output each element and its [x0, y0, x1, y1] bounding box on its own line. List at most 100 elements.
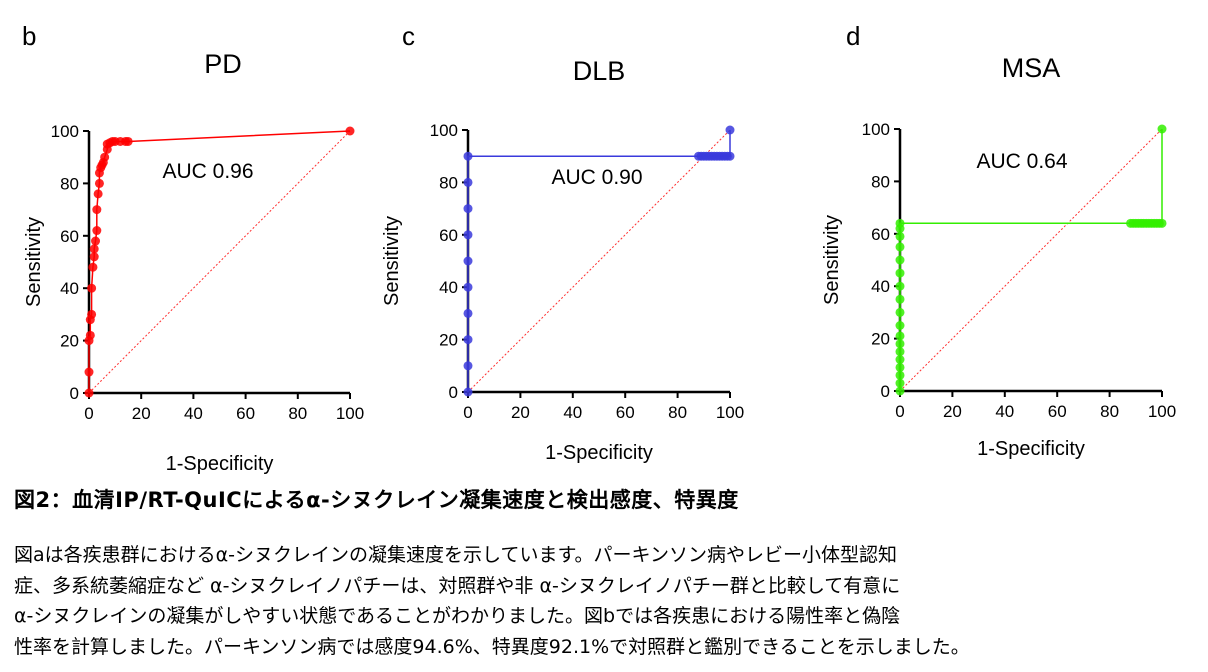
caption-line: 性率を計算しました。パーキンソン病では感度94.6%、特異度92.1%で対照群と… — [14, 635, 970, 658]
x-tick-label: 40 — [184, 404, 203, 423]
x-tick-label: 20 — [511, 403, 530, 422]
roc-point — [84, 367, 94, 377]
roc-point — [87, 283, 97, 293]
chart-title: MSA — [1002, 53, 1061, 83]
roc-point — [463, 335, 473, 345]
roc-point — [93, 189, 103, 199]
y-tick-label: 100 — [51, 122, 79, 141]
roc-charts: b PD 0 20 40 60 80 100 0 20 40 60 80 100 Sensitivity 1-… — [22, 21, 1176, 475]
roc-point — [895, 218, 905, 228]
x-tick-label: 20 — [132, 404, 151, 423]
x-axis-label: 1-Specificity — [545, 442, 653, 464]
roc-point — [1157, 124, 1167, 134]
auc-annotation: AUC 0.96 — [162, 160, 253, 183]
roc-point — [91, 236, 101, 246]
y-tick-label: 100 — [430, 121, 458, 140]
roc-point — [89, 252, 99, 262]
y-tick-label: 0 — [881, 382, 890, 401]
reference-line — [899, 128, 1163, 392]
x-axis-label: 1-Specificity — [166, 453, 274, 475]
roc-point — [895, 268, 905, 278]
x-tick-label: 60 — [236, 404, 255, 423]
chart-panel-dlb: c DLB 0 20 40 60 80 100 0 20 40 60 80 100 Sensitivity 1… — [381, 21, 744, 464]
auc-annotation: AUC 0.64 — [976, 150, 1067, 173]
y-tick-label: 80 — [439, 173, 458, 192]
x-tick-label: 0 — [84, 404, 93, 423]
y-tick-label: 60 — [439, 226, 458, 245]
x-tick-label: 40 — [563, 403, 582, 422]
x-tick-label: 80 — [1100, 402, 1119, 421]
x-tick-label: 100 — [716, 403, 744, 422]
y-tick-label: 80 — [871, 172, 890, 191]
x-tick-label: 0 — [463, 403, 472, 422]
roc-point — [1157, 218, 1167, 228]
y-axis-label: Sensitivity — [821, 215, 843, 305]
roc-point — [88, 262, 98, 272]
y-tick-label: 0 — [70, 384, 79, 403]
x-tick-label: 40 — [995, 402, 1014, 421]
roc-point — [463, 177, 473, 187]
roc-point — [895, 378, 905, 388]
auc-annotation: AUC 0.90 — [551, 166, 642, 189]
roc-point — [895, 331, 905, 341]
roc-point — [895, 231, 905, 241]
x-tick-label: 100 — [1148, 402, 1176, 421]
roc-point — [895, 355, 905, 365]
roc-point — [89, 244, 99, 254]
roc-point — [895, 321, 905, 330]
roc-point — [895, 347, 905, 357]
x-tick-label: 60 — [1048, 402, 1067, 421]
x-tick-label: 0 — [895, 402, 904, 421]
y-tick-label: 40 — [871, 277, 890, 296]
chart-panel-pd: b PD 0 20 40 60 80 100 0 20 40 60 80 100 Sensitivity 1-… — [22, 21, 364, 475]
reference-line — [467, 129, 731, 393]
roc-point — [345, 126, 355, 136]
y-tick-label: 60 — [871, 225, 890, 244]
roc-point — [725, 125, 735, 135]
roc-point — [895, 386, 905, 396]
y-tick-label: 100 — [862, 120, 890, 139]
panel-label: d — [846, 21, 860, 51]
panel-label: c — [402, 21, 415, 51]
roc-point — [100, 152, 110, 162]
y-tick-label: 0 — [449, 383, 458, 402]
roc-point — [895, 294, 905, 304]
roc-point — [725, 151, 735, 161]
y-tick-label: 60 — [60, 227, 79, 246]
y-tick-label: 40 — [60, 279, 79, 298]
y-tick-label: 80 — [60, 174, 79, 193]
y-tick-label: 20 — [871, 330, 890, 349]
caption-line: α-シヌクレインの凝集がしやすい状態であることがわかりました。図bでは各疾患にお… — [14, 605, 901, 627]
x-tick-label: 60 — [616, 403, 635, 422]
roc-point — [463, 387, 473, 397]
x-tick-label: 80 — [288, 404, 307, 423]
caption-line: 図aは各疾患群におけるα-シヌクレインの凝集速度を示しています。パーキンソン病や… — [14, 544, 897, 566]
caption-line: 症、多系統萎縮症など α-シヌクレイノパチーは、対照群や非 α-シヌクレイノパチ… — [14, 574, 901, 597]
roc-point — [463, 282, 473, 292]
x-tick-label: 20 — [943, 402, 962, 421]
figure-caption-title: 図2：血清IP/RT-QuICによるα-シヌクレイン凝集速度と検出感度、特異度 — [14, 488, 739, 512]
figure-caption-body: 図aは各疾患群におけるα-シヌクレインの凝集速度を示しています。パーキンソン病や… — [14, 540, 1199, 662]
x-tick-label: 100 — [336, 404, 364, 423]
roc-point — [463, 151, 473, 161]
roc-point — [895, 339, 905, 349]
reference-line — [88, 130, 351, 394]
roc-point — [463, 230, 473, 240]
panel-label: b — [22, 21, 36, 51]
roc-point — [87, 309, 97, 319]
roc-point — [84, 388, 94, 398]
roc-point — [895, 307, 905, 317]
roc-point — [895, 242, 905, 252]
roc-point — [463, 308, 473, 318]
roc-point — [85, 330, 95, 340]
roc-point — [895, 281, 905, 291]
roc-point — [895, 370, 905, 380]
roc-point — [463, 256, 473, 266]
x-axis-label: 1-Specificity — [977, 438, 1085, 460]
y-axis-label: Sensitivity — [381, 216, 403, 306]
roc-point — [895, 362, 905, 372]
chart-panel-msa: d MSA 0 20 40 60 80 100 0 20 40 60 80 100 Sensitivity 1… — [821, 21, 1176, 460]
y-axis-label: Sensitivity — [23, 217, 45, 307]
y-tick-label: 20 — [439, 331, 458, 350]
roc-point — [123, 136, 133, 146]
